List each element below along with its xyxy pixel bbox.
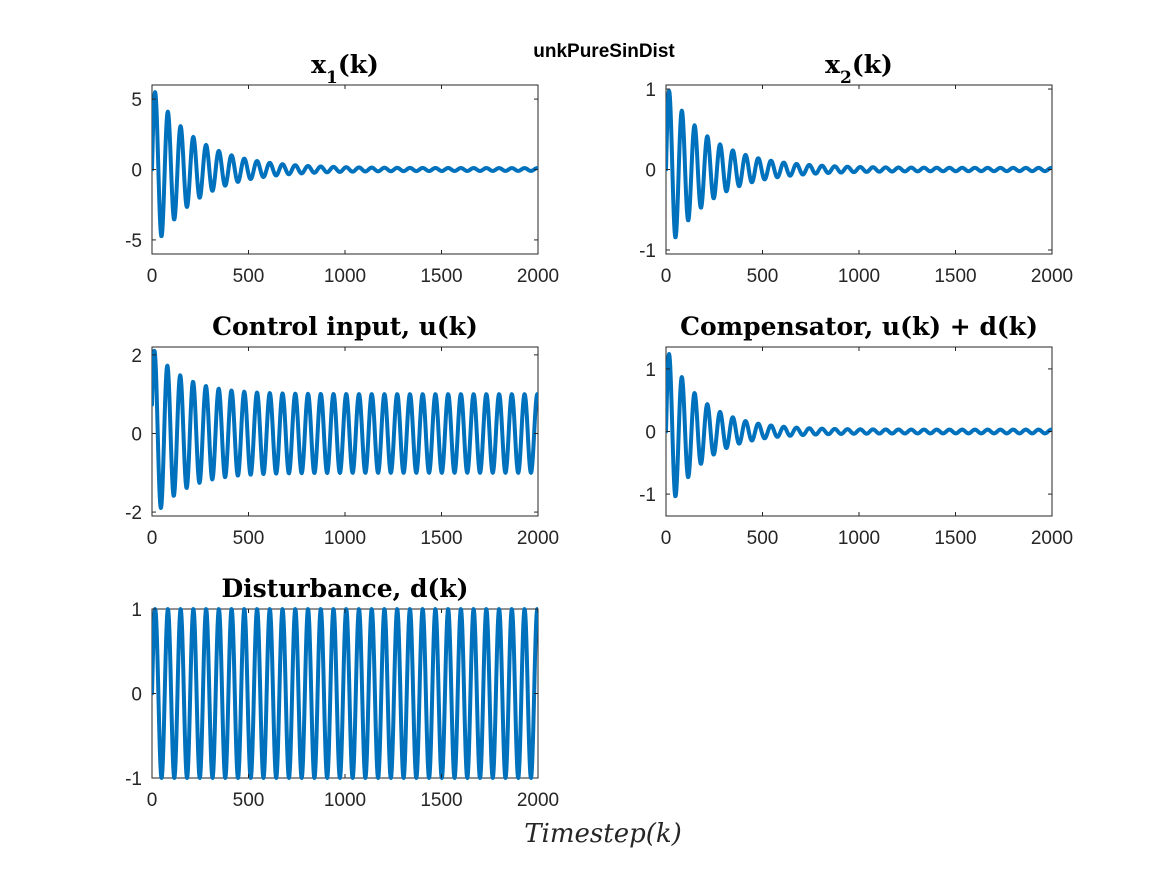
series-line-1 [666, 352, 1052, 499]
series-line-1 [152, 607, 538, 780]
panel-title: Compensator, u(k) + d(k) [680, 312, 1038, 341]
y-tick-label: -1 [125, 769, 142, 790]
x-tick-label: 0 [147, 528, 158, 549]
series-line-1 [152, 348, 538, 510]
x-tick-label: 0 [147, 790, 158, 811]
x-tick-label: 1000 [838, 266, 880, 287]
x-tick-label: 1500 [420, 528, 462, 549]
series-line-1 [152, 90, 538, 239]
y-tick-label: 0 [645, 161, 656, 182]
panel-title: x2(k) [825, 50, 893, 88]
x-tick-label: 500 [747, 528, 779, 549]
y-tick-label: 1 [131, 600, 142, 621]
y-tick-label: -1 [639, 485, 656, 506]
y-tick-label: 0 [131, 424, 142, 445]
x-tick-label: 500 [233, 528, 265, 549]
x-tick-label: 0 [661, 266, 672, 287]
x-tick-label: 0 [147, 266, 158, 287]
x-tick-label: 2000 [1031, 266, 1073, 287]
x-tick-label: 1500 [420, 266, 462, 287]
x-tick-label: 1500 [934, 528, 976, 549]
y-tick-label: 1 [645, 80, 656, 101]
x-tick-label: 2000 [517, 790, 559, 811]
x-tick-label: 1500 [934, 266, 976, 287]
x-tick-label: 2000 [517, 266, 559, 287]
x-tick-label: 1000 [324, 790, 366, 811]
y-tick-label: 0 [131, 685, 142, 706]
y-tick-label: 0 [645, 423, 656, 444]
x-tick-label: 0 [661, 528, 672, 549]
y-tick-label: 2 [131, 346, 142, 367]
x-tick-label: 1000 [324, 266, 366, 287]
y-tick-label: -5 [125, 231, 142, 252]
y-tick-label: -1 [639, 241, 656, 262]
x-tick-label: 500 [233, 266, 265, 287]
y-tick-label: 5 [131, 90, 142, 111]
figure-suptitle: unkPureSinDist [533, 41, 675, 62]
subplot-4: 0 500 1000 1500 2000 -1 0 1 Compensator, u(k) + … [639, 312, 1073, 549]
x-tick-label: 500 [233, 790, 265, 811]
y-tick-label: 1 [645, 360, 656, 381]
x-tick-label: 1500 [420, 790, 462, 811]
panel-title: Control input, u(k) [212, 312, 478, 341]
x-tick-label: 2000 [517, 528, 559, 549]
x-tick-label: 2000 [1031, 528, 1073, 549]
y-tick-label: -2 [125, 503, 142, 524]
x-tick-label: 1000 [838, 528, 880, 549]
panel-title: x1(k) [311, 50, 379, 88]
x-axis-label-text: Timestep(k) [524, 819, 682, 849]
x-tick-label: 500 [747, 266, 779, 287]
y-tick-label: 0 [131, 161, 142, 182]
x-tick-label: 1000 [324, 528, 366, 549]
x-axis-label: Timestep(k) [524, 819, 682, 849]
panel-title: Disturbance, d(k) [222, 574, 469, 603]
series-line-1 [666, 88, 1052, 240]
